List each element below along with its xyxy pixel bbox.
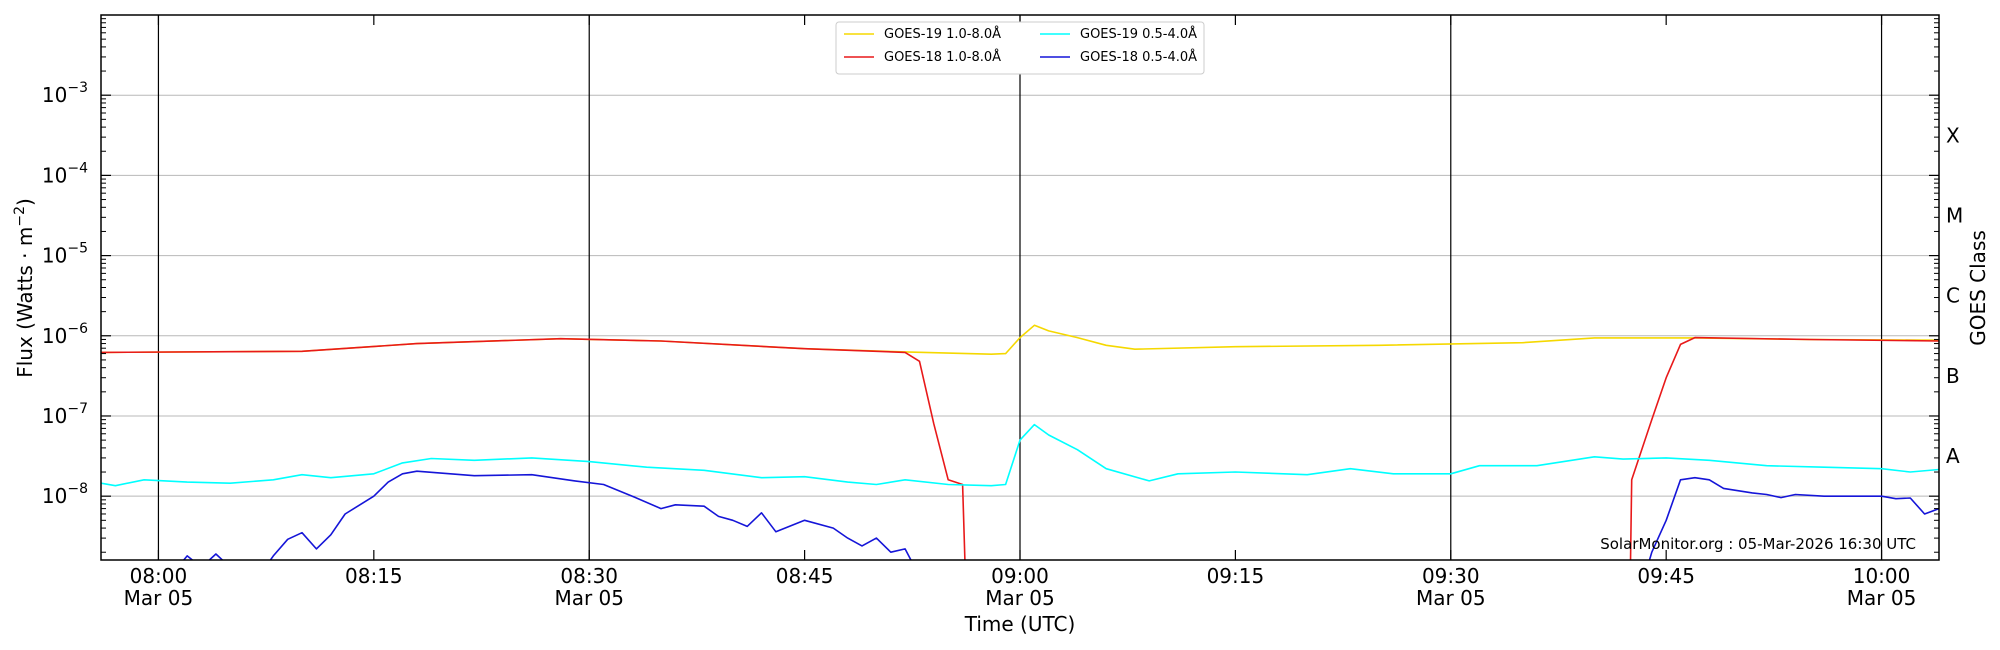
y-tick-exponent: −5 [67, 241, 88, 257]
x-axis-title: Time (UTC) [964, 612, 1076, 636]
series-line-3 [101, 423, 1939, 487]
goes-class-axis-title: GOES Class [1966, 230, 1990, 346]
legend-entry-label: GOES-19 0.5-4.0Å [1080, 26, 1197, 42]
x-tick-label: 08:30 [560, 564, 618, 588]
y-tick-exponent: −3 [67, 80, 88, 96]
goes-class-label-m: M [1946, 204, 1963, 228]
legend-entry-label: GOES-18 1.0-8.0Å [884, 49, 1001, 65]
x-tick-date-label: Mar 05 [1847, 586, 1917, 610]
y-tick-label: 10−5 [42, 241, 88, 268]
x-tick-label: 08:15 [345, 564, 403, 588]
y-tick-mantissa: 10 [42, 83, 67, 107]
y-axis-title-main: Flux (Watts · m [13, 227, 37, 378]
y-tick-label: 10−4 [42, 160, 88, 187]
y-tick-exponent: −4 [67, 160, 88, 176]
y-tick-exponent: −8 [67, 481, 88, 497]
x-tick-label: 09:15 [1207, 564, 1265, 588]
series-line-2 [1629, 336, 1939, 560]
y-tick-label: 10−7 [42, 401, 88, 428]
x-tick-label: 08:45 [776, 564, 834, 588]
legend-entry-label: GOES-19 1.0-8.0Å [884, 26, 1001, 42]
x-tick-date-label: Mar 05 [985, 586, 1055, 610]
legend-box [835, 21, 1205, 75]
x-tick-label: 09:00 [991, 564, 1049, 588]
y-tick-exponent: −7 [67, 401, 88, 417]
credit-text: SolarMonitor.org : 05-Mar-2026 16:30 UTC [1600, 535, 1916, 553]
series-line-4 [156, 470, 912, 560]
series-line-2 [101, 337, 966, 560]
y-tick-label: 10−8 [42, 481, 88, 508]
x-tick-label: 09:45 [1637, 564, 1695, 588]
y-tick-mantissa: 10 [42, 324, 67, 348]
y-axis-title-exponent: −2 [12, 206, 28, 227]
goes-class-label-a: A [1946, 444, 1960, 468]
x-tick-label: 08:00 [130, 564, 188, 588]
y-tick-exponent: −6 [67, 321, 88, 337]
legend-entry-label: GOES-18 0.5-4.0Å [1080, 49, 1197, 65]
y-tick-mantissa: 10 [42, 484, 67, 508]
y-axis-title-close: ) [13, 198, 37, 206]
y-tick-label: 10−3 [42, 80, 88, 107]
legend: GOES-19 1.0-8.0Å GOES-18 1.0-8.0Å GOES-19 … [835, 21, 1205, 75]
x-tick-date-label: Mar 05 [1416, 586, 1486, 610]
y-tick-label: 10−6 [42, 321, 88, 348]
axis-ticks [101, 15, 1939, 560]
x-tick-date-label: Mar 05 [124, 586, 194, 610]
y-axis-title: Flux (Watts · m−2) [12, 198, 37, 378]
x-tick-date-label: Mar 05 [554, 586, 624, 610]
y-tick-mantissa: 10 [42, 404, 67, 428]
series-line-4 [1648, 476, 1939, 560]
goes-class-label-x: X [1946, 123, 1960, 147]
y-tick-mantissa: 10 [42, 244, 67, 268]
x-tick-label: 09:30 [1422, 564, 1480, 588]
y-tick-mantissa: 10 [42, 163, 67, 187]
goes-class-label-b: B [1946, 364, 1960, 388]
series-lines [101, 324, 1939, 560]
x-tick-label: 10:00 [1853, 564, 1911, 588]
goes-class-label-c: C [1946, 284, 1960, 308]
